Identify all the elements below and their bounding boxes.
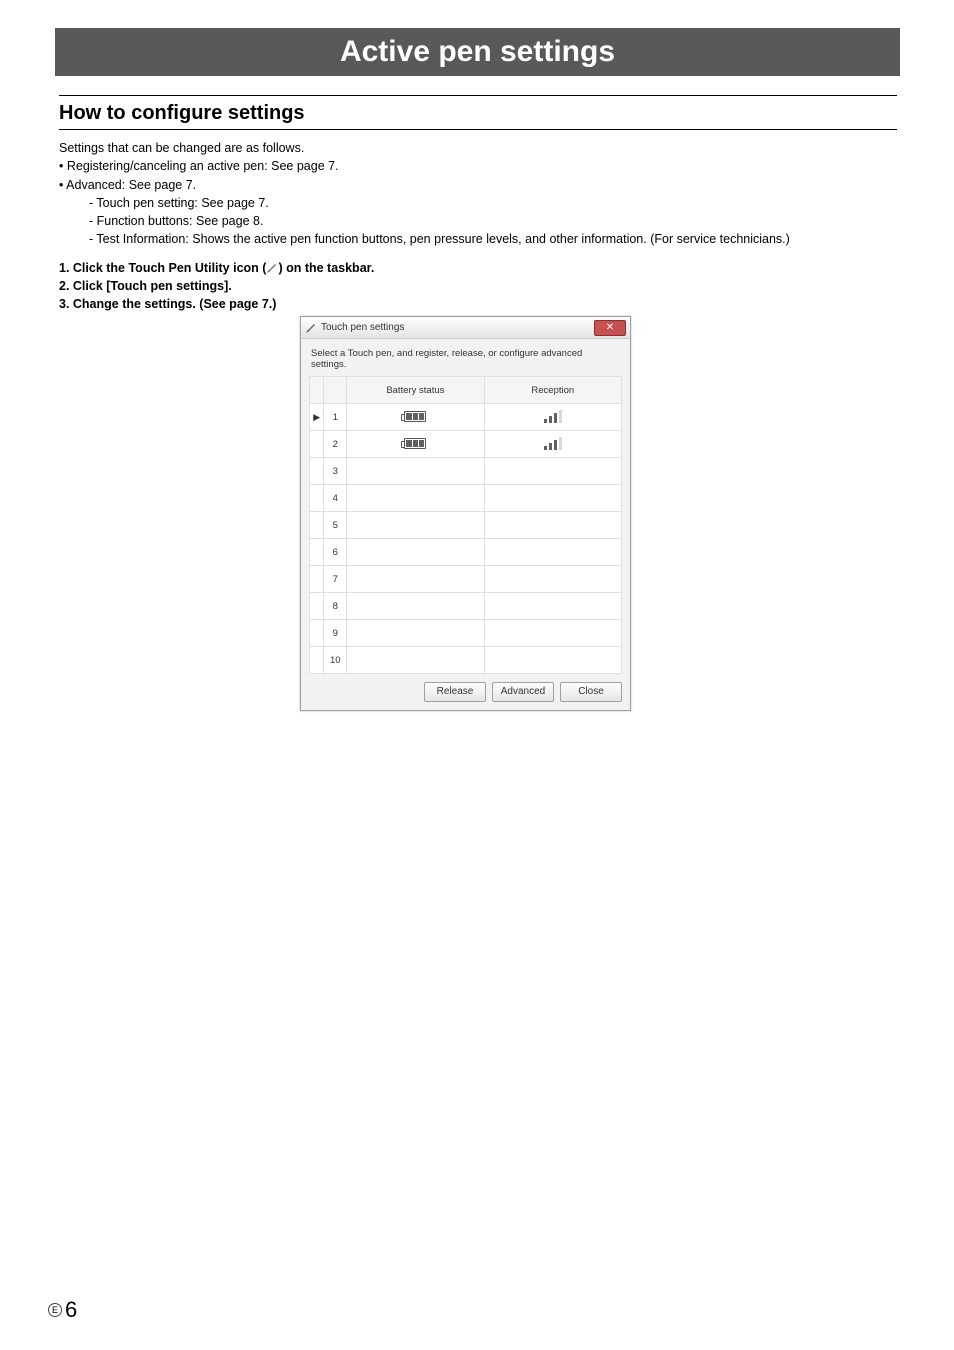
intro-sub-3: - Test Information: Shows the active pen… <box>59 231 897 247</box>
dialog-body: Select a Touch pen, and register, releas… <box>301 339 630 710</box>
row-number: 8 <box>324 593 347 620</box>
table-row[interactable]: 9 <box>310 620 622 647</box>
row-number: 7 <box>324 566 347 593</box>
reception-cell <box>484 404 621 431</box>
row-selector <box>310 647 324 674</box>
row-selector <box>310 620 324 647</box>
row-selector <box>310 566 324 593</box>
table-row[interactable]: 6 <box>310 539 622 566</box>
step-1: 1. Click the Touch Pen Utility icon ( ) o… <box>59 260 897 276</box>
row-selector <box>310 539 324 566</box>
step-1b: ) on the taskbar. <box>278 261 374 275</box>
battery-status-cell <box>347 404 484 431</box>
intro-lead: Settings that can be changed are as foll… <box>59 140 897 156</box>
row-number: 10 <box>324 647 347 674</box>
intro-bullet-2: • Advanced: See page 7. <box>59 177 897 193</box>
row-number: 6 <box>324 539 347 566</box>
rule-bottom <box>59 129 897 130</box>
battery-status-cell <box>347 647 484 674</box>
dialog-title-left: Touch pen settings <box>305 322 404 334</box>
row-selector <box>310 593 324 620</box>
reception-cell <box>484 458 621 485</box>
rule-top <box>59 95 897 96</box>
lang-badge: E <box>48 1303 62 1317</box>
reception-cell <box>484 539 621 566</box>
table-row[interactable]: 3 <box>310 458 622 485</box>
col-signal-header: Reception <box>484 377 621 404</box>
reception-cell <box>484 620 621 647</box>
page-number: 6 <box>65 1297 77 1323</box>
pen-icon <box>305 322 317 334</box>
row-number: 2 <box>324 431 347 458</box>
reception-cell <box>484 431 621 458</box>
reception-cell <box>484 512 621 539</box>
close-button[interactable]: Close <box>560 682 622 702</box>
dialog-description: Select a Touch pen, and register, releas… <box>309 345 622 376</box>
page-footer: E 6 <box>48 1297 77 1323</box>
row-selector: ▶ <box>310 404 324 431</box>
section-heading: How to configure settings <box>59 102 897 125</box>
table-row[interactable]: 2 <box>310 431 622 458</box>
intro-sub-2: - Function buttons: See page 8. <box>59 213 897 229</box>
release-button[interactable]: Release <box>424 682 486 702</box>
dialog-title: Touch pen settings <box>321 322 404 333</box>
pen-icon <box>266 262 278 274</box>
col-select-header <box>310 377 324 404</box>
pen-table: Battery status Reception ▶12345678910 <box>309 376 622 674</box>
row-number: 5 <box>324 512 347 539</box>
intro-sub-1: - Touch pen setting: See page 7. <box>59 195 897 211</box>
step-3: 3. Change the settings. (See page 7.) <box>59 296 897 312</box>
close-icon[interactable]: ✕ <box>594 320 626 336</box>
row-number: 1 <box>324 404 347 431</box>
battery-status-cell <box>347 431 484 458</box>
intro-bullet-1: • Registering/canceling an active pen: S… <box>59 158 897 174</box>
row-number: 3 <box>324 458 347 485</box>
dialog-button-row: Release Advanced Close <box>309 674 622 702</box>
page-header: Active pen settings <box>55 28 900 76</box>
battery-status-cell <box>347 458 484 485</box>
row-number: 9 <box>324 620 347 647</box>
page-header-title: Active pen settings <box>340 35 615 69</box>
row-selector <box>310 485 324 512</box>
row-selector <box>310 431 324 458</box>
table-row[interactable]: 4 <box>310 485 622 512</box>
table-row[interactable]: 7 <box>310 566 622 593</box>
step-2: 2. Click [Touch pen settings]. <box>59 278 897 294</box>
battery-status-cell <box>347 593 484 620</box>
battery-status-cell <box>347 539 484 566</box>
table-row[interactable]: 5 <box>310 512 622 539</box>
reception-cell <box>484 647 621 674</box>
row-selector <box>310 458 324 485</box>
battery-status-cell <box>347 566 484 593</box>
battery-status-cell <box>347 620 484 647</box>
reception-cell <box>484 593 621 620</box>
step-1a: 1. Click the Touch Pen Utility icon ( <box>59 261 266 275</box>
col-battery-header: Battery status <box>347 377 484 404</box>
table-row[interactable]: ▶1 <box>310 404 622 431</box>
battery-status-cell <box>347 512 484 539</box>
battery-status-cell <box>347 485 484 512</box>
row-selector <box>310 512 324 539</box>
advanced-button[interactable]: Advanced <box>492 682 554 702</box>
reception-cell <box>484 566 621 593</box>
table-row[interactable]: 10 <box>310 647 622 674</box>
content-area: How to configure settings Settings that … <box>59 95 897 314</box>
row-number: 4 <box>324 485 347 512</box>
dialog-titlebar: Touch pen settings ✕ <box>301 317 630 339</box>
touch-pen-settings-dialog: Touch pen settings ✕ Select a Touch pen,… <box>300 316 631 711</box>
col-number-header <box>324 377 347 404</box>
table-row[interactable]: 8 <box>310 593 622 620</box>
reception-cell <box>484 485 621 512</box>
table-header-row: Battery status Reception <box>310 377 622 404</box>
